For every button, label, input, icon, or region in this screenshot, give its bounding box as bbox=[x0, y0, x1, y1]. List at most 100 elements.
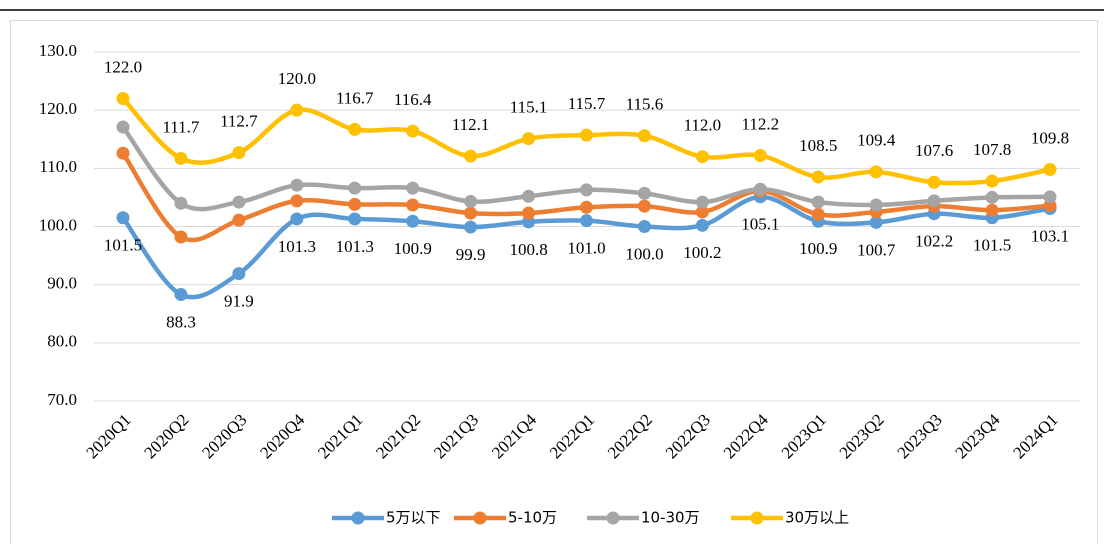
point bbox=[116, 92, 130, 106]
y-tick-label: 110.0 bbox=[39, 157, 77, 176]
data-label: 100.0 bbox=[625, 244, 663, 263]
legend-label: 10-30万 bbox=[641, 509, 700, 527]
data-label: 101.3 bbox=[278, 237, 316, 256]
legend-marker bbox=[473, 511, 487, 525]
point bbox=[232, 267, 246, 281]
y-tick-label: 80.0 bbox=[47, 332, 77, 351]
point bbox=[348, 197, 362, 211]
legend-marker bbox=[606, 511, 620, 525]
data-label: 107.8 bbox=[973, 140, 1011, 159]
point bbox=[695, 150, 709, 164]
data-label: 115.1 bbox=[510, 98, 548, 117]
point bbox=[116, 211, 130, 225]
x-tick-label: 2022Q1 bbox=[546, 410, 598, 462]
data-label: 102.2 bbox=[915, 232, 953, 251]
point bbox=[580, 200, 593, 214]
point bbox=[406, 124, 420, 138]
data-label: 112.7 bbox=[220, 112, 258, 131]
point bbox=[232, 146, 246, 160]
data-label: 100.7 bbox=[857, 240, 896, 259]
point bbox=[985, 203, 999, 217]
x-tick-label: 2020Q4 bbox=[256, 410, 309, 463]
x-tick-label: 2020Q2 bbox=[140, 410, 192, 462]
point bbox=[464, 206, 478, 220]
point bbox=[753, 149, 767, 163]
data-label: 101.0 bbox=[567, 239, 605, 258]
data-label: 100.8 bbox=[509, 240, 547, 259]
point bbox=[522, 132, 536, 146]
data-label: 101.3 bbox=[336, 237, 374, 256]
x-tick-label: 2021Q1 bbox=[314, 410, 366, 462]
point bbox=[232, 195, 246, 209]
point bbox=[290, 103, 304, 117]
data-label: 115.7 bbox=[568, 94, 606, 113]
data-label: 120.0 bbox=[278, 69, 316, 88]
data-label: 105.1 bbox=[741, 215, 779, 234]
data-label: 103.1 bbox=[1031, 226, 1069, 245]
legend-label: 5万以下 bbox=[386, 509, 441, 527]
y-tick-label: 130.0 bbox=[39, 41, 77, 60]
point bbox=[869, 165, 883, 179]
point bbox=[232, 213, 246, 227]
point bbox=[290, 178, 304, 192]
data-label: 101.5 bbox=[973, 236, 1011, 255]
legend-marker bbox=[351, 511, 365, 525]
y-tick-label: 120.0 bbox=[39, 99, 77, 118]
point bbox=[695, 218, 709, 232]
data-label: 100.9 bbox=[799, 239, 837, 258]
point bbox=[695, 195, 709, 209]
x-tick-label: 2021Q4 bbox=[488, 410, 541, 463]
point bbox=[1043, 162, 1057, 176]
point bbox=[406, 181, 420, 195]
data-label: 115.6 bbox=[626, 95, 664, 114]
data-label: 108.5 bbox=[799, 136, 837, 155]
point bbox=[811, 170, 825, 184]
point bbox=[174, 196, 188, 210]
point bbox=[406, 214, 420, 228]
data-label: 116.7 bbox=[336, 88, 374, 107]
point bbox=[522, 189, 536, 203]
y-tick-label: 90.0 bbox=[47, 274, 77, 293]
point bbox=[637, 199, 651, 213]
point bbox=[464, 149, 478, 163]
point bbox=[348, 181, 362, 195]
point bbox=[290, 194, 304, 208]
point bbox=[811, 207, 825, 221]
y-tick-label: 70.0 bbox=[47, 390, 77, 409]
point bbox=[927, 175, 941, 189]
point bbox=[174, 230, 188, 244]
point bbox=[406, 198, 420, 212]
point bbox=[348, 212, 362, 226]
point bbox=[811, 195, 825, 209]
x-tick-label: 2021Q2 bbox=[372, 410, 424, 462]
series-line bbox=[120, 96, 1053, 186]
data-label: 88.3 bbox=[166, 312, 196, 331]
data-label: 112.0 bbox=[684, 116, 722, 135]
data-label: 100.2 bbox=[683, 243, 721, 262]
x-tick-label: 2021Q3 bbox=[430, 410, 482, 462]
x-tick-label: 2023Q4 bbox=[951, 410, 1004, 463]
legend-label: 5-10万 bbox=[508, 509, 557, 527]
data-label: 116.4 bbox=[394, 90, 432, 109]
point bbox=[116, 120, 130, 134]
point bbox=[985, 174, 999, 188]
point bbox=[174, 151, 188, 165]
chart-frame bbox=[10, 20, 1098, 544]
data-label: 111.7 bbox=[162, 117, 199, 136]
x-tick-label: 2022Q2 bbox=[604, 410, 656, 462]
point bbox=[869, 215, 883, 229]
data-label: 112.1 bbox=[452, 115, 490, 134]
x-tick-label: 2020Q1 bbox=[82, 410, 134, 462]
data-label: 109.4 bbox=[857, 131, 896, 150]
point bbox=[637, 186, 651, 200]
point bbox=[695, 205, 709, 219]
y-tick-label: 100.0 bbox=[39, 215, 77, 234]
x-tick-label: 2024Q1 bbox=[1009, 410, 1061, 462]
point bbox=[580, 183, 593, 197]
point bbox=[637, 129, 651, 143]
legend-marker bbox=[750, 511, 764, 525]
point bbox=[464, 194, 478, 208]
point bbox=[464, 220, 478, 234]
point bbox=[580, 214, 593, 228]
